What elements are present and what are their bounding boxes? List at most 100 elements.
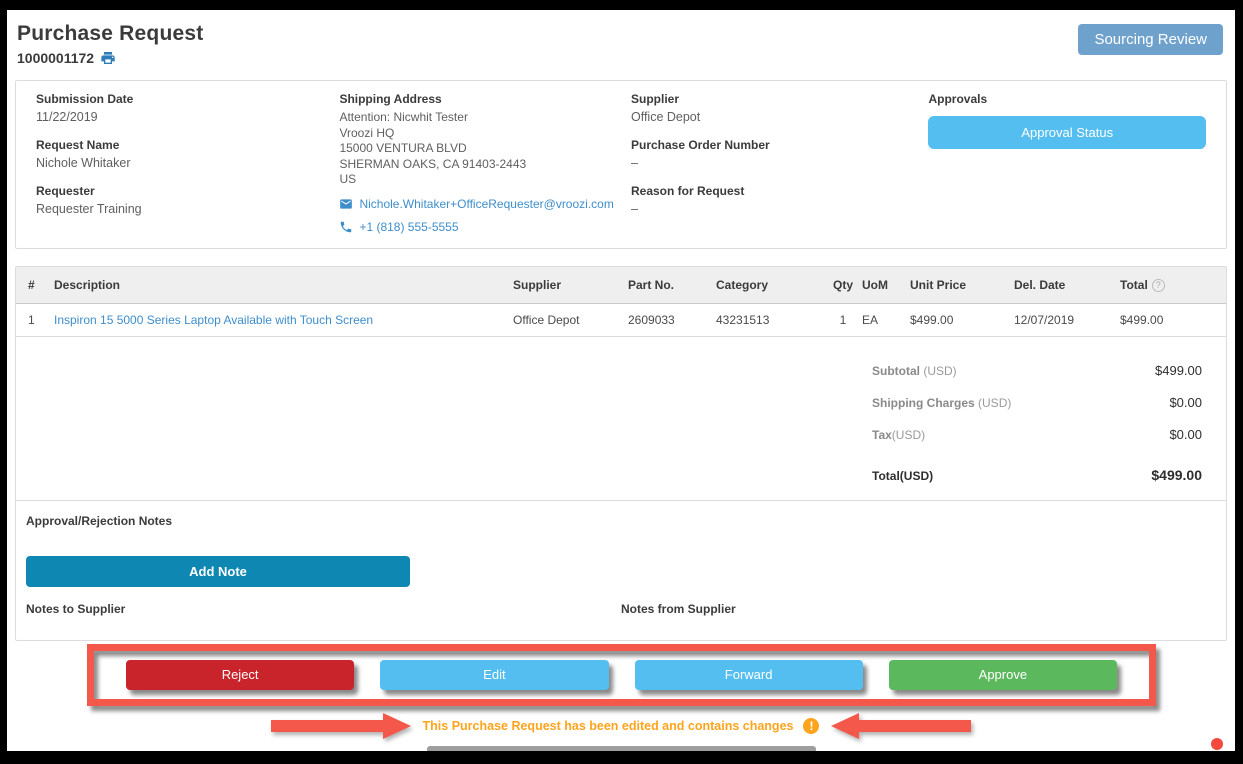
request-name-value: Nichole Whitaker <box>36 156 131 170</box>
item-number: 1 <box>28 312 35 327</box>
items-table-header: # Description Supplier Part No. Category… <box>16 266 1226 304</box>
printer-icon[interactable] <box>100 50 116 66</box>
column-header-num: # <box>28 277 35 292</box>
column-header-total: Total? <box>1120 278 1220 292</box>
shipping-charges-row: Shipping Charges (USD) $0.00 <box>872 395 1202 410</box>
request-name-field: Request Name Nichole Whitaker <box>36 138 319 170</box>
page-title: Purchase Request <box>17 22 204 45</box>
annotation-arrow-left <box>270 712 411 739</box>
edit-button[interactable]: Edit <box>380 659 609 690</box>
approval-notes-label: Approval/Rejection Notes <box>26 513 173 528</box>
recording-indicator-dot <box>1211 738 1223 750</box>
item-uom: EA <box>862 312 879 327</box>
revert-row: Revert All Changes <box>7 745 1235 751</box>
po-number-label: Purchase Order Number <box>630 138 770 152</box>
requester-label: Requester <box>36 184 95 198</box>
revert-all-changes-button[interactable]: Revert All Changes <box>426 745 816 751</box>
column-header-category: Category <box>716 277 769 292</box>
column-header-unit-price: Unit Price <box>910 277 967 292</box>
column-header-supplier: Supplier <box>513 277 562 292</box>
info-column-supplier: Supplier Office Depot Purchase Order Num… <box>621 92 919 234</box>
section-divider <box>16 499 1226 501</box>
submission-date-value: 11/22/2019 <box>36 110 98 124</box>
email-link[interactable]: Nichole.Whitaker+OfficeRequester@vroozi.… <box>339 196 614 211</box>
info-column-approvals: Approvals Approval Status <box>918 92 1216 234</box>
subtotal-unit: (USD) <box>920 363 957 378</box>
column-header-part-no: Part No. <box>628 277 675 292</box>
po-number-value: – <box>630 156 638 170</box>
item-description-link[interactable]: Inspiron 15 5000 Series Laptop Available… <box>54 312 374 327</box>
total-value: $499.00 <box>1151 466 1202 483</box>
help-icon[interactable]: ? <box>1151 278 1165 292</box>
column-header-del-date: Del. Date <box>1014 277 1066 292</box>
item-del-date: 12/07/2019 <box>1014 312 1075 327</box>
shipping-value: $0.00 <box>1169 394 1202 410</box>
request-info-panel: Submission Date 11/22/2019 Request Name … <box>15 80 1227 249</box>
approval-status-button[interactable]: Approval Status <box>928 116 1206 149</box>
reason-field: Reason for Request – <box>631 184 909 216</box>
item-total: $499.00 <box>1120 312 1164 327</box>
request-name-label: Request Name <box>36 138 120 152</box>
request-number: 1000001172 <box>17 50 95 66</box>
address-line: Attention: Nicwhit Tester <box>339 110 468 124</box>
mail-icon <box>340 199 353 209</box>
notes-section: Approval/Rejection Notes Add Note Notes … <box>16 501 1226 640</box>
column-header-uom: UoM <box>862 277 888 292</box>
address-line: US <box>339 172 357 187</box>
po-number-field: Purchase Order Number – <box>631 138 909 170</box>
supplier-label: Supplier <box>630 92 679 106</box>
address-line: SHERMAN OAKS, CA 91403-2443 <box>339 156 527 171</box>
column-header-qty: Qty <box>832 277 853 292</box>
total-unit: (USD) <box>899 468 934 483</box>
notes-to-supplier-label: Notes to Supplier <box>26 601 126 616</box>
info-column-dates: Submission Date 11/22/2019 Request Name … <box>26 92 329 234</box>
item-qty: 1 <box>839 312 847 327</box>
edited-notice-row: This Purchase Request has been edited an… <box>7 712 1235 739</box>
sourcing-review-button[interactable]: Sourcing Review <box>1078 24 1223 55</box>
info-column-shipping: Shipping Address Attention: Nicwhit Test… <box>329 92 621 234</box>
requester-value: Requester Training <box>36 202 142 216</box>
phone-icon <box>341 221 352 233</box>
subtotal-label: Subtotal <box>872 363 920 378</box>
supplier-value: Office Depot <box>630 110 701 124</box>
phone-link[interactable]: +1 (818) 555-5555 <box>339 220 611 234</box>
shipping-unit: (USD) <box>974 395 1012 410</box>
address-line: 15000 VENTURA BLVD <box>339 141 467 156</box>
grand-total-row: Total(USD) $499.00 <box>872 467 1202 483</box>
forward-button[interactable]: Forward <box>634 659 863 690</box>
warning-icon: ! <box>803 717 820 734</box>
approve-button[interactable]: Approve <box>888 659 1117 690</box>
notes-from-supplier-label: Notes from Supplier <box>621 601 736 616</box>
shipping-label: Shipping Charges <box>872 395 975 410</box>
reason-value: – <box>630 202 638 216</box>
edited-notice-text: This Purchase Request has been edited an… <box>422 718 794 733</box>
column-header-description: Description <box>54 277 121 292</box>
totals-summary: Subtotal (USD) $499.00 Shipping Charges … <box>872 363 1202 483</box>
item-supplier: Office Depot <box>513 312 580 327</box>
annotation-arrow-right <box>831 712 972 739</box>
item-unit-price: $499.00 <box>910 312 954 327</box>
purchase-request-page: Purchase Request 1000001172 Sourcing Rev… <box>7 10 1235 751</box>
supplier-notes-labels: Notes to Supplier Notes from Supplier <box>26 602 1216 616</box>
email-text: Nichole.Whitaker+OfficeRequester@vroozi.… <box>359 196 614 211</box>
tax-unit: (USD) <box>891 427 926 442</box>
tax-label: Tax <box>872 427 892 442</box>
submission-date-field: Submission Date 11/22/2019 <box>36 92 319 124</box>
shipping-address-label: Shipping Address <box>339 92 442 106</box>
approvals-label: Approvals <box>928 92 988 106</box>
reason-label: Reason for Request <box>630 184 745 198</box>
request-number-row: 1000001172 <box>17 50 203 66</box>
add-note-button[interactable]: Add Note <box>26 555 410 587</box>
tax-value: $0.00 <box>1169 426 1202 442</box>
total-label: Total <box>872 468 900 483</box>
reject-button[interactable]: Reject <box>126 659 355 690</box>
address-line: Vroozi HQ <box>339 125 395 140</box>
annotation-highlight-box: Reject Edit Forward Approve <box>87 643 1156 706</box>
item-part-no: 2609033 <box>628 312 675 327</box>
submission-date-label: Submission Date <box>36 92 134 106</box>
line-items-panel: # Description Supplier Part No. Category… <box>15 265 1227 641</box>
subtotal-value: $499.00 <box>1155 362 1202 378</box>
item-category: 43231513 <box>716 312 770 327</box>
subtotal-row: Subtotal (USD) $499.00 <box>872 363 1202 378</box>
requester-field: Requester Requester Training <box>36 184 319 216</box>
